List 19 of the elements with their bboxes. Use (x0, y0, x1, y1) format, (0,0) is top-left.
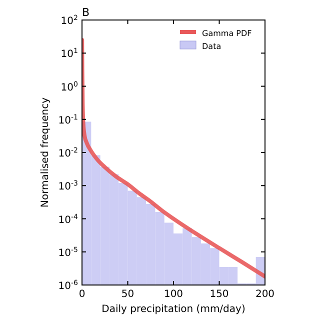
chart-title: B (82, 6, 90, 19)
x-tick-label: 100 (164, 289, 184, 300)
y-tick-label: 10$^{-1}$ (58, 113, 78, 126)
y-tick-label: 10$^{0}$ (60, 80, 78, 94)
y-tick-label: 10$^{-5}$ (58, 246, 78, 259)
y-tick-label: 10$^{-4}$ (58, 212, 79, 226)
y-tick-label: 10$^{-3}$ (58, 180, 78, 193)
x-tick-label: 150 (210, 289, 229, 300)
legend-label: Gamma PDF (202, 29, 252, 38)
legend-label: Data (202, 42, 222, 51)
x-axis-title: Daily precipitation (mm/day) (102, 304, 246, 315)
y-tick-label: 10$^{-2}$ (58, 146, 78, 160)
y-tick-label: 10$^{-6}$ (58, 279, 79, 292)
x-tick-label: 200 (255, 289, 275, 300)
y-tick-label: 10$^{2}$ (60, 14, 78, 27)
x-tick-label: 0 (78, 289, 86, 300)
y-axis-title: Normalised frequency (40, 97, 51, 208)
y-tick-label: 10$^{1}$ (60, 47, 78, 60)
x-tick-label: 50 (121, 289, 134, 300)
